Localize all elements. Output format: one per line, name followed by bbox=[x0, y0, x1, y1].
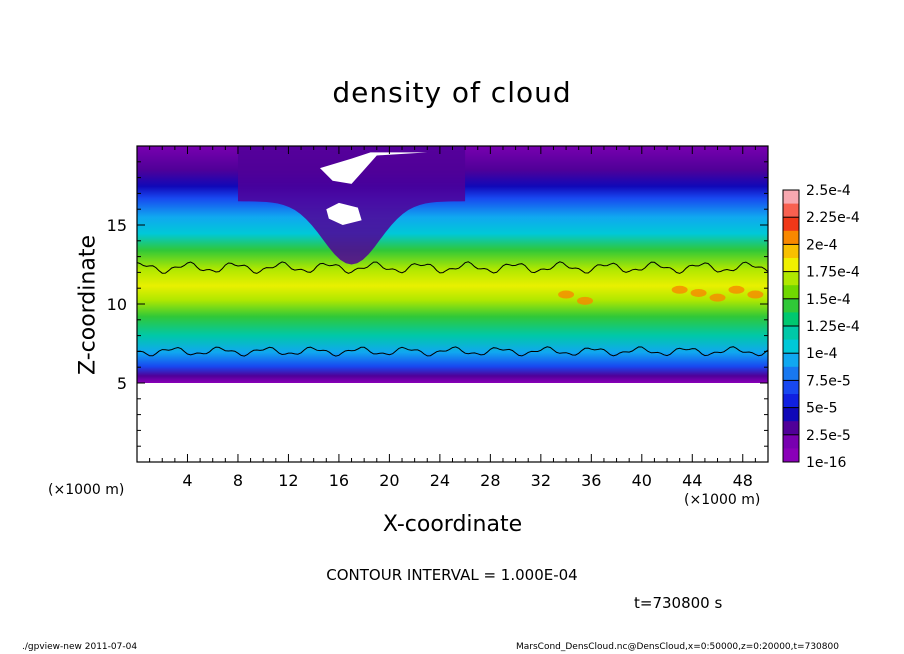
colorbar-swatch bbox=[783, 217, 799, 232]
high-density-spot bbox=[728, 285, 745, 294]
colorbar-swatch bbox=[783, 434, 799, 449]
colorbar-swatch bbox=[783, 285, 799, 300]
colorbar-label: 1.75e-4 bbox=[806, 265, 860, 281]
colorbar-swatch bbox=[783, 326, 799, 341]
x-tick-label: 32 bbox=[531, 471, 551, 490]
colorbar-swatch bbox=[783, 244, 799, 259]
colorbar-swatch bbox=[783, 230, 799, 245]
colorbar-swatch bbox=[783, 258, 799, 273]
x-tick-label: 8 bbox=[233, 471, 243, 490]
colorbar-swatch bbox=[783, 421, 799, 436]
colorbar-swatch bbox=[783, 298, 799, 313]
x-tick-label: 48 bbox=[733, 471, 753, 490]
x-tick-label: 36 bbox=[581, 471, 601, 490]
high-density-spot bbox=[690, 288, 707, 297]
x-tick-label: 12 bbox=[278, 471, 298, 490]
colorbar-label: 2.5e-5 bbox=[806, 428, 851, 444]
colorbar-label: 2.5e-4 bbox=[806, 183, 851, 199]
chart-title: density of cloud bbox=[332, 76, 572, 109]
blank-patch bbox=[326, 202, 362, 225]
colorbar-swatch bbox=[783, 394, 799, 409]
high-density-spot bbox=[671, 285, 688, 294]
time-label: t=730800 s bbox=[634, 594, 723, 612]
colorbar-label: 1e-16 bbox=[806, 455, 846, 471]
colorbar-label: 1.5e-4 bbox=[806, 292, 851, 308]
x-tick-label: 4 bbox=[182, 471, 192, 490]
x-tick-label: 40 bbox=[632, 471, 652, 490]
colorbar-swatch bbox=[783, 366, 799, 381]
x-tick-label: 16 bbox=[329, 471, 349, 490]
colorbar-swatch bbox=[783, 380, 799, 395]
colorbar-swatch bbox=[783, 339, 799, 354]
footer-data-source: MarsCond_DensCloud.nc@DensCloud,x=0:5000… bbox=[516, 642, 839, 652]
contour-line bbox=[136, 346, 769, 357]
x-tick-label: 20 bbox=[379, 471, 399, 490]
colorbar-swatch bbox=[783, 203, 799, 218]
y-axis-label: Z-coordinate bbox=[75, 235, 101, 375]
colorbar-swatch bbox=[783, 407, 799, 422]
x-tick-label: 24 bbox=[430, 471, 450, 490]
high-density-spot bbox=[577, 296, 594, 305]
colorbar-label: 1.25e-4 bbox=[806, 319, 860, 335]
x-tick-label: 28 bbox=[480, 471, 500, 490]
colorbar-label: 2.25e-4 bbox=[806, 210, 860, 226]
colorbar-swatch bbox=[783, 271, 799, 286]
high-density-spot bbox=[558, 290, 575, 299]
x-unit-label-left: (×1000 m) bbox=[48, 482, 125, 498]
colorbar: 2.5e-4 2.25e-4 2e-4 1.75e-4 1.5e-4 1.25e-4 1e-… bbox=[782, 183, 860, 471]
colorbar-swatch bbox=[783, 190, 799, 205]
x-axis-label: X-coordinate bbox=[382, 512, 523, 537]
high-density-spot bbox=[709, 293, 726, 302]
blank-patch bbox=[319, 152, 428, 184]
x-unit-label-right: (×1000 m) bbox=[684, 492, 761, 508]
colorbar-label: 7.5e-5 bbox=[806, 373, 851, 389]
colorbar-label: 1e-4 bbox=[806, 346, 838, 362]
y-tick-label: 5 bbox=[117, 374, 127, 393]
high-density-spot bbox=[747, 290, 764, 299]
colorbar-swatch bbox=[783, 448, 799, 463]
contour-line bbox=[136, 261, 769, 274]
colorbar-label: 2e-4 bbox=[806, 237, 838, 253]
colorbar-label: 5e-5 bbox=[806, 401, 837, 417]
y-tick-label: 15 bbox=[107, 216, 127, 235]
x-tick-label: 44 bbox=[682, 471, 702, 490]
upper-layer-dip bbox=[237, 146, 466, 265]
colorbar-swatch bbox=[783, 312, 799, 327]
footer-program-date: ./gpview-new 2011-07-04 bbox=[22, 642, 138, 652]
colorbar-swatch bbox=[783, 353, 799, 368]
y-tick-label: 10 bbox=[107, 295, 127, 314]
contour-interval-text: CONTOUR INTERVAL = 1.000E-04 bbox=[326, 566, 578, 584]
